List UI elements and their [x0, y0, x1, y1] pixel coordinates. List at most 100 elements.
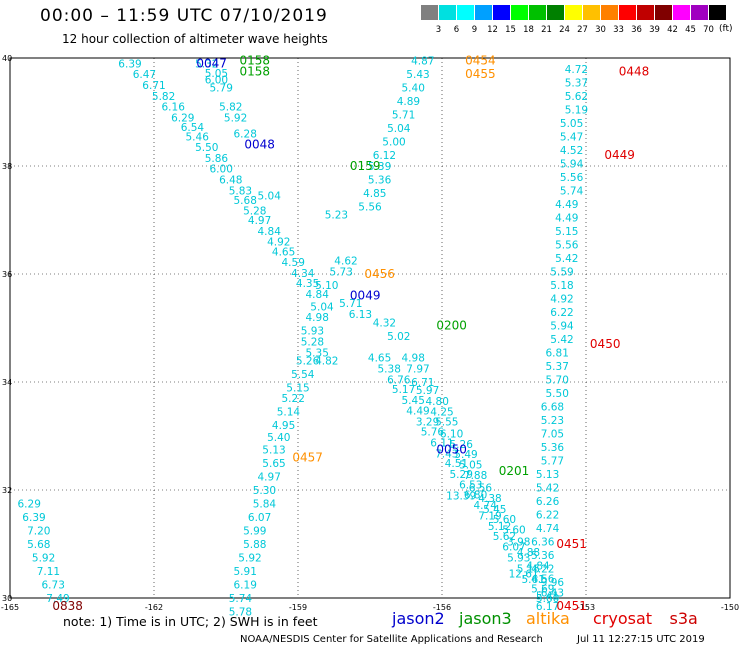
swh-value: 5.45 [402, 395, 425, 407]
swh-value: 5.93 [507, 553, 530, 565]
swh-value: 4.74 [536, 523, 560, 535]
swh-value: 6.00 [205, 75, 228, 87]
swh-value: 5.36 [368, 175, 392, 187]
swh-value: 4.72 [565, 64, 588, 76]
colorbar-label: 33 [613, 25, 624, 35]
swh-value: 6.80 [464, 489, 487, 501]
pass-time-label: 0450 [590, 337, 621, 351]
colorbar-swatch [421, 5, 438, 20]
swh-value: 5.68 [27, 539, 50, 551]
swh-values: 5.325.056.005.795.825.926.285.045.234.62… [18, 56, 589, 619]
swh-value: 5.30 [253, 485, 276, 497]
swh-value: 6.29 [171, 112, 194, 124]
pass-time-label: 0456 [364, 267, 395, 281]
swh-value: 4.34 [291, 268, 315, 280]
swh-value: 6.10 [440, 428, 463, 440]
swh-value: 5.88 [243, 539, 266, 551]
swh-value: 5.04 [310, 301, 334, 313]
swh-value: 5.74 [229, 593, 253, 605]
swh-value: 5.05 [459, 460, 482, 472]
swh-value: 6.07 [248, 512, 271, 524]
swh-value: 5.83 [229, 185, 252, 197]
lat-tick-label: 30 [2, 594, 12, 603]
lat-tick-label: 36 [2, 270, 12, 279]
swh-value: 5.69 [531, 583, 554, 595]
swh-value: 6.19 [234, 580, 257, 592]
colorbar-swatch [673, 5, 690, 20]
colorbar-label: 39 [649, 25, 660, 35]
colorbar-label: 27 [577, 25, 588, 35]
swh-value: 4.49 [555, 199, 578, 211]
swh-value: 13.39 [446, 490, 476, 502]
swh-value: 5.40 [402, 83, 425, 95]
swh-value: 5.62 [565, 91, 588, 103]
swh-value: 5.92 [238, 553, 261, 565]
swh-value: 3.98 [507, 536, 530, 548]
map-subtitle: 12 hour collection of altimeter wave hei… [62, 32, 328, 46]
swh-value: 7.49 [46, 593, 69, 605]
pass-time-label: 0454 [465, 54, 496, 68]
swh-value: 5.17 [392, 384, 415, 396]
swh-value: 4.51 [445, 458, 468, 470]
swh-value: 7.19 [478, 510, 501, 522]
swh-value: 5.86 [205, 153, 229, 165]
swh-value: 12.61 [509, 569, 539, 581]
swh-value: 4.56 [531, 574, 555, 586]
swh-value: 5.60 [502, 524, 525, 536]
colorbar-label: 24 [559, 25, 570, 35]
colorbar-swatch [475, 5, 492, 20]
swh-value: 4.49 [555, 212, 578, 224]
colorbar-label: 12 [487, 25, 498, 35]
swh-value: 6.07 [502, 542, 525, 554]
swh-value: 5.60 [536, 593, 559, 605]
map-axis-labels: -165 -162 -159 -156 -153 -150 40 38 36 34 32 30 [1, 54, 739, 612]
swh-value: 5.55 [435, 416, 458, 428]
swh-value: 7.88 [464, 470, 487, 482]
swh-value: 5.15 [555, 226, 578, 238]
swh-value: 5.04 [387, 123, 411, 135]
swh-value: 5.23 [541, 415, 564, 427]
colorbar-label: 6 [453, 25, 460, 35]
swh-value: 5.42 [555, 253, 578, 265]
colorbar-label: 21 [541, 25, 552, 35]
swh-value: 5.23 [325, 210, 348, 222]
map-frame [9, 57, 731, 599]
swh-value: 6.48 [219, 175, 242, 187]
swh-value: 9.96 [541, 577, 565, 589]
swh-value: 5.61 [522, 574, 545, 586]
swh-value: 5.41 [536, 590, 559, 602]
colorbar-swatch [619, 5, 636, 20]
colorbar-label: 9 [471, 25, 478, 35]
swh-value: 5.62 [493, 531, 516, 543]
swh-value: 7.43 [435, 448, 458, 460]
pass-time-label: 0050 [436, 443, 467, 457]
swh-value: 5.47 [560, 131, 583, 143]
map-title: 00:00 – 11:59 UTC 07/10/2019 [40, 6, 328, 26]
legend-s3a: s3a [669, 609, 698, 628]
swh-value: 4.84 [526, 561, 550, 573]
swh-value: 5.92 [224, 112, 247, 124]
pass-time-label: 0448 [619, 65, 650, 79]
swh-value: 6.54 [181, 122, 205, 134]
swh-value: 6.56 [469, 482, 493, 494]
legend-jason3: jason3 [459, 609, 512, 628]
swh-value: 6.47 [133, 69, 156, 81]
swh-value: 6.76 [387, 374, 411, 386]
swh-value: 5.71 [339, 298, 362, 310]
swh-value: 5.77 [541, 455, 564, 467]
swh-value: 5.12 [488, 521, 511, 533]
lon-tick-label: -165 [1, 603, 19, 612]
swh-value: 7.20 [27, 526, 50, 538]
swh-value: 6.26 [536, 496, 560, 508]
swh-value: 5.39 [368, 161, 391, 173]
swh-value: 4.82 [315, 355, 338, 367]
pass-time-label: 0200 [436, 318, 467, 332]
swh-value: 5.46 [186, 131, 210, 143]
pass-time-label: 0158 [240, 65, 271, 79]
colorbar-swatch [511, 5, 528, 20]
colorbar-swatch [457, 5, 474, 20]
swh-value: 5.73 [330, 266, 353, 278]
swh-value: 5.56 [560, 172, 584, 184]
swh-value: 4.49 [406, 406, 429, 418]
